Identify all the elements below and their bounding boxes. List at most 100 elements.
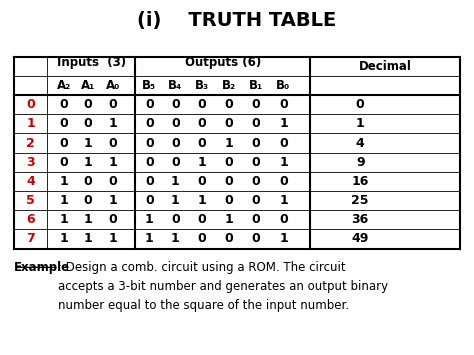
Text: 0: 0 — [145, 194, 154, 207]
Text: 0: 0 — [279, 98, 288, 111]
Text: 16: 16 — [352, 175, 369, 188]
Text: B₀: B₀ — [276, 79, 291, 92]
Text: 0: 0 — [225, 118, 233, 130]
Text: 0: 0 — [60, 98, 68, 111]
Text: B₃: B₃ — [194, 79, 209, 92]
Text: 0: 0 — [109, 175, 117, 188]
Text: 1: 1 — [83, 233, 92, 245]
Text: 25: 25 — [352, 194, 369, 207]
Text: Inputs  (3): Inputs (3) — [57, 56, 126, 69]
Text: 0: 0 — [252, 233, 260, 245]
Text: 0: 0 — [109, 137, 117, 149]
Text: 0: 0 — [252, 213, 260, 226]
Text: 1: 1 — [109, 156, 117, 169]
Text: 1: 1 — [145, 213, 154, 226]
Text: 0: 0 — [145, 156, 154, 169]
Text: 0: 0 — [356, 98, 365, 111]
Text: : Design a comb. circuit using a ROM. The circuit
accepts a 3-bit number and gen: : Design a comb. circuit using a ROM. Th… — [58, 261, 388, 312]
Text: 1: 1 — [279, 233, 288, 245]
Text: 4: 4 — [356, 137, 365, 149]
Text: 1: 1 — [171, 175, 180, 188]
Text: 0: 0 — [225, 98, 233, 111]
Text: 0: 0 — [279, 213, 288, 226]
Text: 1: 1 — [109, 194, 117, 207]
Text: 0: 0 — [197, 118, 206, 130]
Text: 0: 0 — [109, 213, 117, 226]
Text: 1: 1 — [60, 233, 68, 245]
Text: 0: 0 — [60, 118, 68, 130]
Text: Outputs (6): Outputs (6) — [185, 56, 261, 69]
Text: 2: 2 — [27, 137, 35, 149]
Text: 1: 1 — [60, 175, 68, 188]
Text: 0: 0 — [252, 137, 260, 149]
Text: Example: Example — [14, 261, 70, 274]
Text: 0: 0 — [279, 137, 288, 149]
Text: 1: 1 — [171, 233, 180, 245]
Text: 0: 0 — [83, 194, 92, 207]
Text: B₁: B₁ — [249, 79, 263, 92]
Text: 1: 1 — [197, 194, 206, 207]
Text: 1: 1 — [171, 194, 180, 207]
Text: 3: 3 — [27, 156, 35, 169]
Text: 0: 0 — [197, 213, 206, 226]
Text: 0: 0 — [252, 194, 260, 207]
Text: 1: 1 — [279, 118, 288, 130]
Text: 1: 1 — [83, 137, 92, 149]
Text: 0: 0 — [83, 118, 92, 130]
Text: (i)    TRUTH TABLE: (i) TRUTH TABLE — [137, 11, 337, 30]
Text: 0: 0 — [225, 156, 233, 169]
Text: 0: 0 — [145, 175, 154, 188]
Text: 1: 1 — [279, 156, 288, 169]
Text: 6: 6 — [27, 213, 35, 226]
Text: 0: 0 — [27, 98, 35, 111]
Text: 0: 0 — [197, 98, 206, 111]
Text: 0: 0 — [197, 175, 206, 188]
Text: B₅: B₅ — [142, 79, 156, 92]
Text: 0: 0 — [252, 156, 260, 169]
Text: 0: 0 — [145, 98, 154, 111]
Text: 0: 0 — [109, 98, 117, 111]
Text: 0: 0 — [60, 137, 68, 149]
Text: 0: 0 — [225, 233, 233, 245]
Text: 0: 0 — [171, 98, 180, 111]
Text: Decimal: Decimal — [359, 60, 411, 73]
Text: 1: 1 — [197, 156, 206, 169]
Text: A₀: A₀ — [106, 79, 120, 92]
Text: 1: 1 — [109, 118, 117, 130]
Text: 1: 1 — [109, 233, 117, 245]
Text: 1: 1 — [27, 118, 35, 130]
Text: 0: 0 — [197, 233, 206, 245]
Text: 0: 0 — [60, 156, 68, 169]
Text: 0: 0 — [225, 194, 233, 207]
Text: 0: 0 — [225, 175, 233, 188]
Text: 36: 36 — [352, 213, 369, 226]
Text: 5: 5 — [27, 194, 35, 207]
Text: 0: 0 — [83, 175, 92, 188]
Text: 49: 49 — [352, 233, 369, 245]
Text: 0: 0 — [252, 118, 260, 130]
Text: 1: 1 — [83, 156, 92, 169]
Text: 1: 1 — [225, 213, 233, 226]
Text: 1: 1 — [83, 213, 92, 226]
Text: A₂: A₂ — [57, 79, 71, 92]
Text: B₂: B₂ — [222, 79, 236, 92]
Text: 0: 0 — [197, 137, 206, 149]
Text: B₄: B₄ — [168, 79, 182, 92]
Text: A₁: A₁ — [81, 79, 95, 92]
Text: 0: 0 — [279, 175, 288, 188]
Text: 0: 0 — [252, 175, 260, 188]
Text: 0: 0 — [83, 98, 92, 111]
Text: 9: 9 — [356, 156, 365, 169]
Text: 1: 1 — [145, 233, 154, 245]
Text: 1: 1 — [356, 118, 365, 130]
Text: 0: 0 — [252, 98, 260, 111]
Text: 0: 0 — [145, 118, 154, 130]
Text: 0: 0 — [171, 137, 180, 149]
Text: 4: 4 — [27, 175, 35, 188]
Text: 0: 0 — [171, 118, 180, 130]
Text: 7: 7 — [27, 233, 35, 245]
Text: 1: 1 — [60, 213, 68, 226]
Text: 0: 0 — [145, 137, 154, 149]
Text: 0: 0 — [171, 156, 180, 169]
Text: 1: 1 — [225, 137, 233, 149]
